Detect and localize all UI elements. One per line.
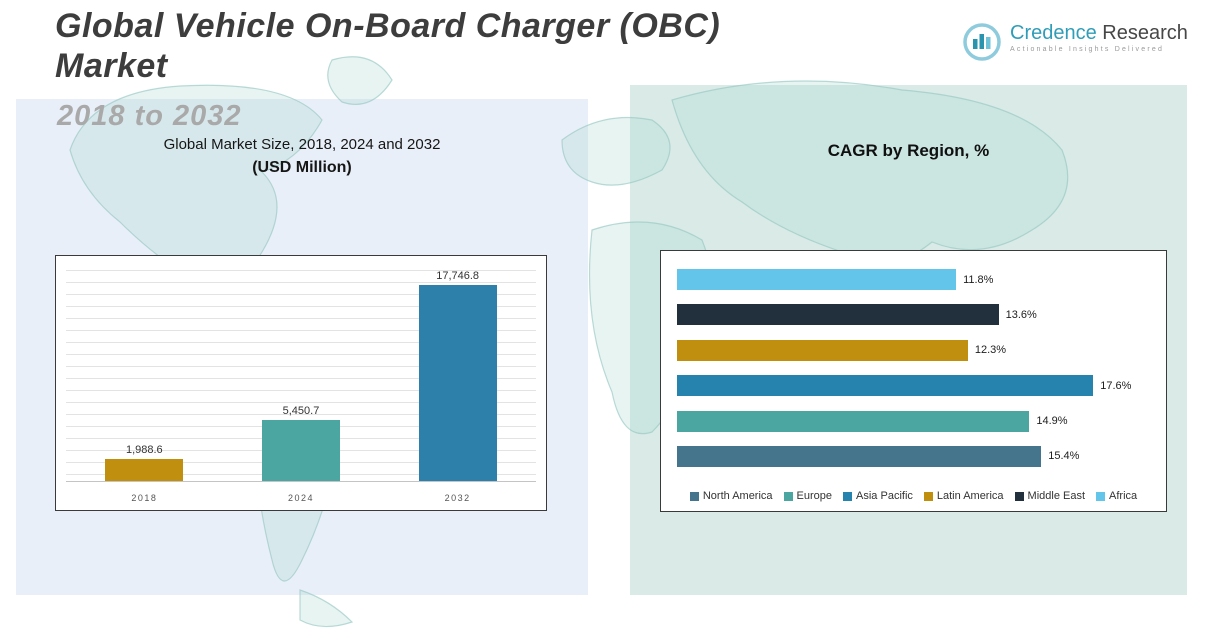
bar-chart-logo-icon (962, 22, 1002, 67)
bar-row: 12.3% (677, 339, 1150, 361)
page-subtitle: 2018 to 2032 (57, 100, 242, 132)
market-size-chart: 1,988.6 5,450.7 17,746.8 2018 2024 2032 (55, 255, 547, 511)
legend-swatch (1096, 491, 1106, 501)
legend-swatch (783, 491, 793, 501)
market-size-chart-heading: Global Market Size, 2018, 2024 and 2032 … (16, 136, 588, 177)
cagr-chart: 11.8% 13.6% 12.3% 17.6% 14.9% 15.4% North Ame… (660, 250, 1167, 512)
page-title-line1: Global Vehicle On-Board Charger (OBC) (55, 7, 721, 45)
legend-swatch (689, 491, 699, 501)
bar-group: 5,450.7 (261, 270, 340, 481)
cagr-legend: North America Europe Asia Pacific Latin Ame… (661, 490, 1166, 502)
cagr-chart-title: CAGR by Region, % (827, 141, 990, 160)
legend-label: Africa (1109, 490, 1138, 502)
brand-tagline: Actionable Insights Delivered (1010, 46, 1165, 53)
bar-value-label: 5,450.7 (282, 405, 320, 418)
bar (677, 304, 999, 326)
bar-group: 1,988.6 (105, 270, 184, 481)
brand-logo: Credence Research Actionable Insights De… (962, 22, 1188, 67)
x-axis-label: 2032 (444, 493, 471, 503)
legend-label: Asia Pacific (856, 490, 913, 502)
market-size-chart-units: (USD Million) (252, 159, 352, 176)
legend-label: Middle East (1027, 490, 1086, 502)
legend-swatch (843, 491, 853, 501)
legend-item: Latin America (923, 490, 1004, 502)
bar (677, 339, 968, 361)
x-axis-label: 2018 (131, 493, 158, 503)
bar (261, 420, 340, 481)
legend-item: Middle East (1014, 490, 1086, 502)
bar-group: 17,746.8 (418, 270, 497, 481)
bar-row: 15.4% (677, 445, 1150, 467)
brand-name-primary: Credence (1010, 22, 1097, 44)
legend-item: Europe (783, 490, 833, 502)
legend-label: Europe (796, 490, 833, 502)
bar-value-label: 17,746.8 (436, 270, 480, 282)
bar (677, 375, 1094, 397)
bar-value-label: 15.4% (1048, 450, 1080, 463)
cagr-bars: 11.8% 13.6% 12.3% 17.6% 14.9% 15.4% (677, 269, 1150, 467)
page-title-line2: Market (55, 47, 168, 86)
legend-item: Africa (1096, 490, 1137, 502)
legend-item: Asia Pacific (843, 490, 913, 502)
bar (418, 285, 497, 481)
bar-value-label: 13.6% (1005, 308, 1037, 321)
bar-row: 14.9% (677, 410, 1150, 432)
bar (105, 458, 184, 481)
market-size-chart-title: Global Market Size, 2018, 2024 and 2032 (163, 136, 441, 153)
legend-item: North America (689, 490, 773, 502)
market-size-bars: 1,988.6 5,450.7 17,746.8 (66, 270, 536, 482)
page-title: Global Vehicle On-Board Charger (OBC) Ma… (55, 6, 720, 86)
bar (677, 410, 1030, 432)
x-axis-label: 2024 (287, 493, 314, 503)
bar-row: 17.6% (677, 375, 1150, 397)
brand-name: Credence Research (1010, 22, 1188, 44)
legend-label: North America (702, 490, 773, 502)
legend-swatch (1014, 491, 1024, 501)
bar-row: 11.8% (677, 269, 1150, 290)
bar-value-label: 11.8% (963, 273, 994, 286)
bar-value-label: 17.6% (1100, 379, 1132, 392)
brand-name-secondary: Research (1102, 22, 1188, 44)
legend-label: Latin America (936, 490, 1004, 502)
legend-swatch (923, 491, 933, 501)
bar-value-label: 12.3% (974, 344, 1007, 357)
bar-row: 13.6% (677, 304, 1150, 326)
bar (677, 269, 957, 290)
bar-value-label: 1,988.6 (125, 443, 163, 456)
market-size-categories: 2018 2024 2032 (66, 493, 536, 503)
bar (677, 445, 1042, 467)
bar-value-label: 14.9% (1036, 415, 1068, 428)
